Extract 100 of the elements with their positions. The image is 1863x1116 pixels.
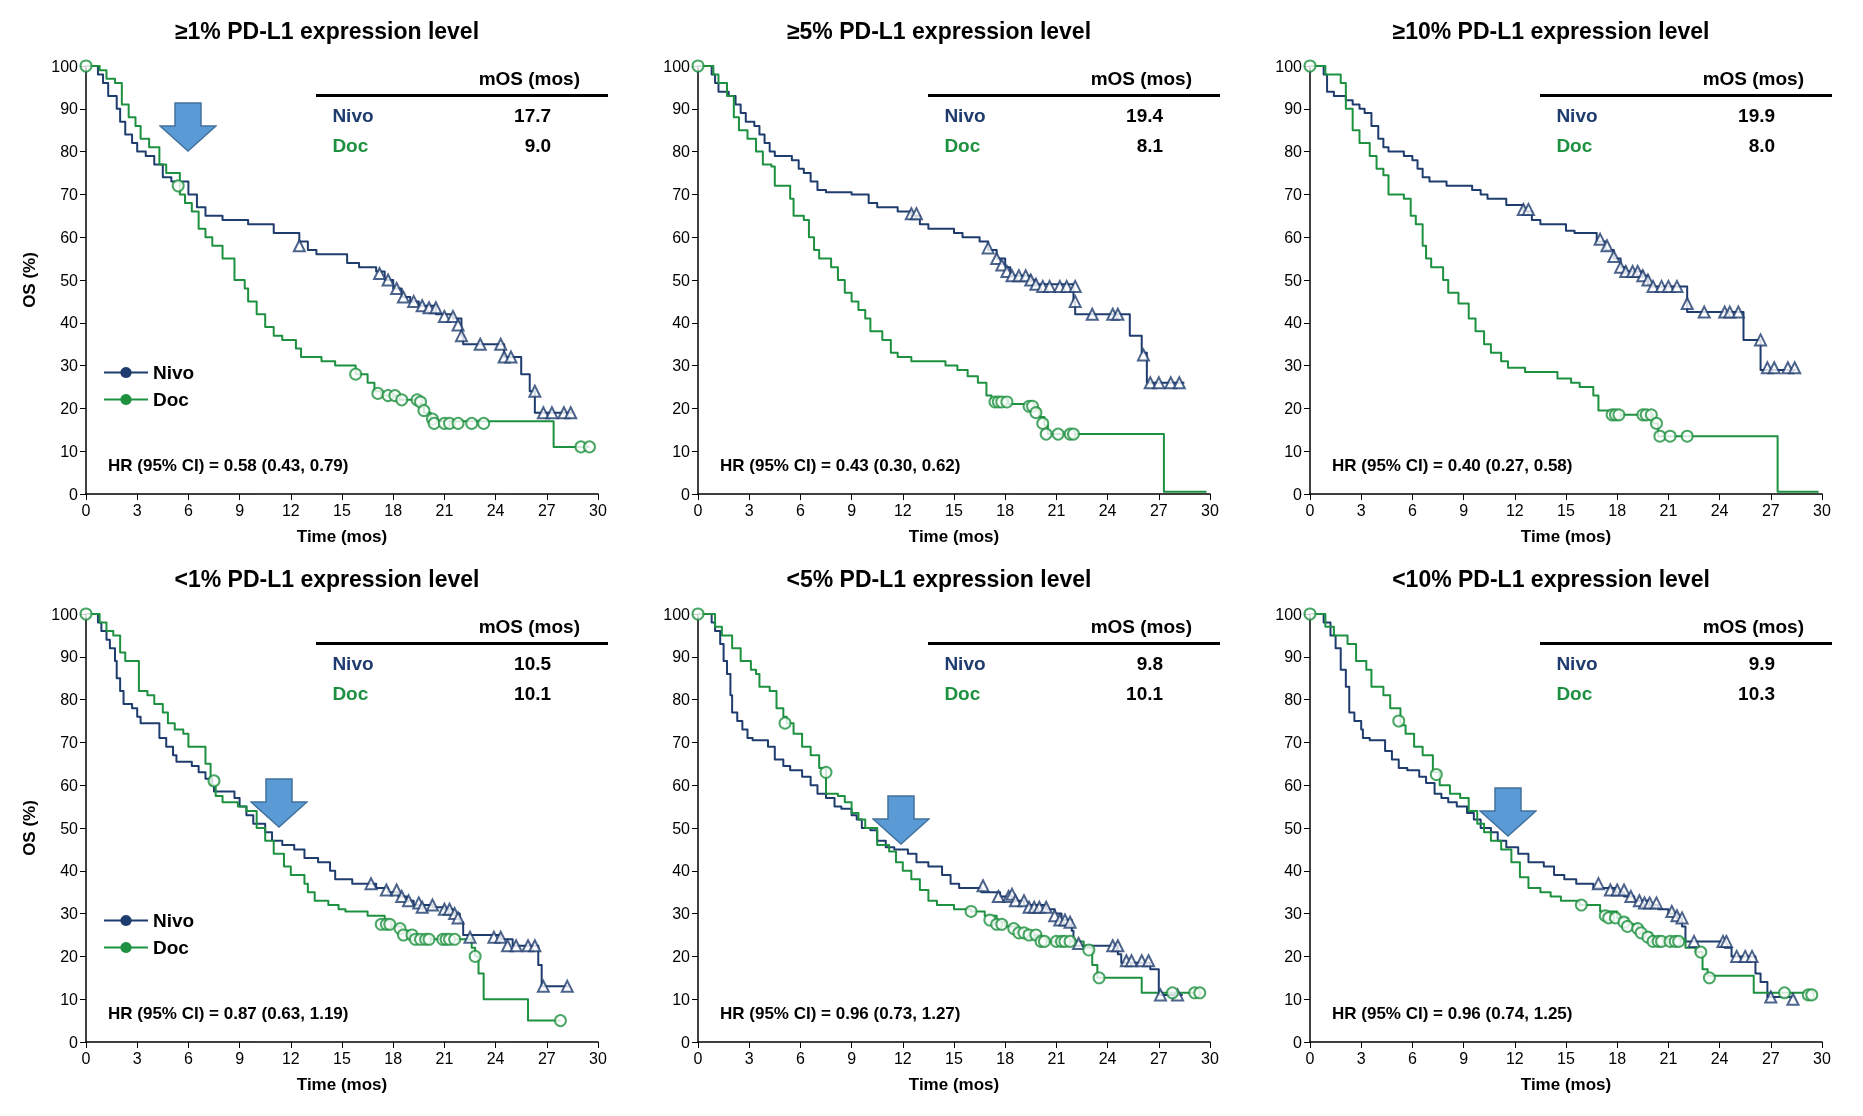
x-tick-label: 18	[1608, 1049, 1627, 1067]
y-tick-label: 60	[672, 776, 691, 794]
x-tick-label: 24	[1098, 1049, 1117, 1067]
chart-title: <1% PD-L1 expression level	[174, 565, 480, 592]
y-tick-label: 70	[60, 185, 79, 203]
x-axis-title: Time (mos)	[908, 1075, 1000, 1094]
x-tick-label: 0	[81, 501, 91, 519]
y-tick-label: 10	[672, 442, 691, 460]
x-tick-label: 3	[132, 501, 142, 519]
annotation: 10.1	[1125, 683, 1164, 705]
y-tick-label: 50	[1284, 819, 1303, 837]
x-tick-label: 24	[486, 1049, 505, 1067]
x-tick-label: 15	[333, 501, 351, 519]
y-tick-label: 70	[1284, 733, 1303, 751]
x-tick-label: 0	[693, 1049, 703, 1067]
x-tick-label: 30	[589, 501, 607, 519]
y-tick-label: 70	[672, 733, 691, 751]
x-tick-label: 30	[1813, 1049, 1831, 1067]
x-tick-label: 3	[744, 1049, 754, 1067]
x-tick-label: 30	[1201, 1049, 1219, 1067]
annotation: mOS (mos)	[1540, 68, 1832, 97]
text: Doc	[332, 683, 369, 704]
y-tick-label: 0	[69, 1033, 79, 1051]
annotation: HR (95% CI) = 0.96 (0.73, 1.27)	[720, 1004, 961, 1025]
y-tick-label: 20	[60, 947, 79, 965]
y-tick-label: 60	[60, 228, 79, 246]
y-tick-label: 40	[1284, 862, 1303, 880]
annotation: 17.7	[513, 105, 552, 127]
x-tick-label: 18	[996, 1049, 1015, 1067]
x-tick-label: 27	[537, 1049, 556, 1067]
y-tick-label: 50	[60, 271, 79, 289]
annotation: 19.9	[1737, 105, 1776, 127]
text: Nivo	[943, 653, 987, 675]
text: Nivo	[332, 105, 374, 126]
x-tick-label: 21	[1659, 1049, 1678, 1067]
annotation: HR (95% CI) = 0.87 (0.63, 1.19)	[108, 1004, 349, 1025]
y-tick-label: 60	[672, 228, 691, 246]
x-tick-label: 3	[1356, 501, 1366, 519]
x-tick-label: 24	[486, 501, 505, 519]
y-tick-label: 0	[1293, 1033, 1303, 1051]
annotation: 10.1	[513, 683, 552, 705]
legend-label: Doc	[153, 937, 190, 958]
x-tick-label: 15	[945, 501, 963, 519]
y-tick-label: 80	[60, 691, 79, 709]
x-tick-label: 12	[893, 1049, 912, 1067]
y-tick-label: 40	[672, 314, 691, 332]
chart-title: ≥1% PD-L1 expression level	[174, 17, 480, 44]
y-tick-label: 90	[60, 648, 79, 666]
y-tick-label: 60	[60, 776, 79, 794]
annotation: mOS (mos)	[928, 616, 1220, 645]
x-tick-label: 6	[1407, 1049, 1417, 1067]
y-tick-label: 40	[60, 314, 79, 332]
y-tick-label: 60	[1284, 228, 1303, 246]
y-tick-label: 60	[1284, 776, 1303, 794]
x-tick-label: 9	[1459, 1049, 1469, 1067]
x-tick-label: 24	[1098, 501, 1117, 519]
x-tick-label: 0	[81, 1049, 91, 1067]
x-tick-label: 27	[1761, 501, 1780, 519]
y-tick-label: 40	[60, 862, 79, 880]
x-tick-label: 6	[795, 501, 805, 519]
y-tick-label: 100	[51, 57, 79, 75]
x-tick-label: 0	[693, 501, 703, 519]
y-axis-title: OS (%)	[20, 800, 39, 856]
y-tick-label: 50	[60, 819, 79, 837]
x-tick-label: 15	[945, 1049, 963, 1067]
y-tick-label: 90	[672, 648, 691, 666]
x-tick-label: 3	[1356, 1049, 1366, 1067]
x-tick-label: 15	[333, 1049, 351, 1067]
x-tick-label: 30	[1201, 501, 1219, 519]
y-tick-label: 90	[1284, 100, 1303, 118]
chart-title: <10% PD-L1 expression level	[1392, 565, 1710, 592]
x-tick-label: 30	[1813, 501, 1831, 519]
legend-label: Nivo	[153, 910, 195, 931]
x-tick-label: 30	[589, 1049, 607, 1067]
y-tick-label: 20	[672, 399, 691, 417]
annotation: 9.9	[1747, 653, 1776, 675]
annotation: HR (95% CI) = 0.40 (0.27, 0.58)	[1332, 456, 1573, 477]
y-axis-title: OS (%)	[20, 252, 39, 308]
y-tick-label: 100	[663, 605, 691, 623]
text: Doc	[943, 683, 982, 705]
x-tick-label: 21	[435, 501, 454, 519]
x-tick-label: 9	[847, 1049, 857, 1067]
x-tick-label: 12	[281, 1049, 300, 1067]
y-tick-label: 70	[60, 733, 79, 751]
x-tick-label: 15	[1557, 501, 1575, 519]
x-tick-label: 21	[1047, 1049, 1066, 1067]
x-axis-title: Time (mos)	[908, 527, 1000, 546]
y-tick-label: 90	[1284, 648, 1303, 666]
x-tick-label: 18	[996, 501, 1015, 519]
y-tick-label: 0	[681, 1033, 691, 1051]
x-tick-label: 27	[1149, 1049, 1168, 1067]
text: Nivo	[943, 105, 987, 127]
chart-title: <5% PD-L1 expression level	[786, 565, 1092, 592]
annotation: HR (95% CI) = 0.96 (0.74, 1.25)	[1332, 1004, 1573, 1025]
x-tick-label: 18	[384, 1049, 403, 1067]
x-tick-label: 0	[1305, 1049, 1315, 1067]
x-tick-label: 21	[1047, 501, 1066, 519]
y-tick-label: 10	[672, 990, 691, 1008]
text: Nivo	[332, 653, 374, 674]
y-tick-label: 80	[1284, 691, 1303, 709]
